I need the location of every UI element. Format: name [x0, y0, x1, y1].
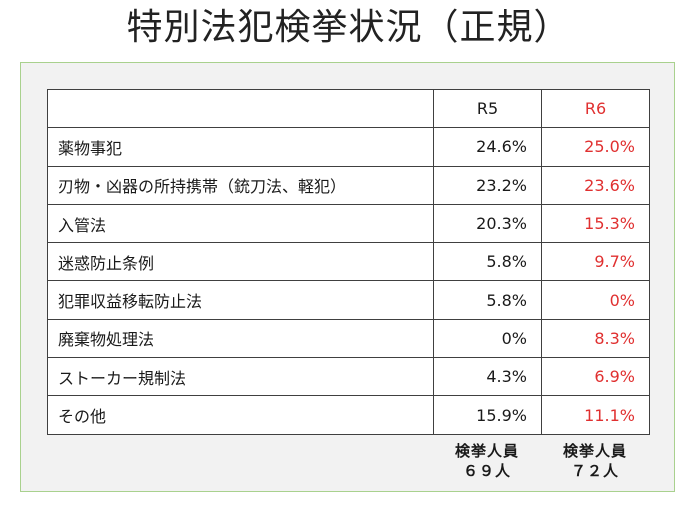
footer-r5-count: ６９人 — [462, 462, 511, 480]
row-category: その他 — [47, 395, 434, 435]
row-r5-value: 23.2% — [433, 165, 542, 205]
table-row: ストーカー規制法 4.3% 6.9% — [47, 357, 650, 397]
row-r6-value: 6.9% — [541, 357, 650, 397]
table-row: 迷惑防止条例 5.8% 9.7% — [47, 242, 650, 282]
table-row: 廃棄物処理法 0% 8.3% — [47, 318, 650, 359]
table-row: その他 15.9% 11.1% — [47, 395, 650, 435]
arrest-stats-table: R5 R6 薬物事犯 24.6% 25.0% 刃物・凶器の所持携帯（銃刀法、軽犯… — [47, 88, 650, 435]
row-r5-value: 20.3% — [433, 203, 542, 244]
row-category: 犯罪収益移転防止法 — [47, 280, 434, 320]
row-r6-value: 15.3% — [541, 203, 650, 244]
row-r5-value: 24.6% — [433, 127, 542, 167]
row-category: 廃棄物処理法 — [47, 318, 434, 359]
footer-r5-total: 検挙人員 ６９人 — [433, 441, 541, 481]
row-category: ストーカー規制法 — [47, 357, 434, 397]
row-category: 迷惑防止条例 — [47, 242, 434, 282]
row-r6-value: 8.3% — [541, 318, 650, 359]
content-panel: R5 R6 薬物事犯 24.6% 25.0% 刃物・凶器の所持携帯（銃刀法、軽犯… — [20, 62, 675, 492]
row-category: 薬物事犯 — [47, 127, 434, 167]
page-title: 特別法犯検挙状況（正規） — [126, 7, 571, 48]
table-row: 薬物事犯 24.6% 25.0% — [47, 127, 650, 167]
row-r5-value: 5.8% — [433, 280, 542, 320]
table-header-row: R5 R6 — [47, 88, 650, 129]
header-r6: R6 — [541, 88, 650, 129]
footer-r5-label: 検挙人員 — [454, 442, 519, 460]
footer-r6-count: ７２人 — [570, 462, 619, 480]
footer-r6-total: 検挙人員 ７２人 — [541, 441, 649, 481]
row-category: 刃物・凶器の所持携帯（銃刀法、軽犯） — [47, 165, 434, 205]
header-category — [47, 88, 434, 129]
row-r5-value: 15.9% — [433, 395, 542, 435]
row-r5-value: 0% — [433, 318, 542, 359]
row-r6-value: 25.0% — [541, 127, 650, 167]
header-r5: R5 — [433, 88, 542, 129]
row-category: 入管法 — [47, 203, 434, 244]
table-row: 刃物・凶器の所持携帯（銃刀法、軽犯） 23.2% 23.6% — [47, 165, 650, 205]
table-row: 入管法 20.3% 15.3% — [47, 203, 650, 244]
table-row: 犯罪収益移転防止法 5.8% 0% — [47, 280, 650, 320]
row-r5-value: 5.8% — [433, 242, 542, 282]
row-r5-value: 4.3% — [433, 357, 542, 397]
row-r6-value: 23.6% — [541, 165, 650, 205]
row-r6-value: 0% — [541, 280, 650, 320]
footer-r6-label: 検挙人員 — [562, 442, 627, 460]
row-r6-value: 9.7% — [541, 242, 650, 282]
row-r6-value: 11.1% — [541, 395, 650, 435]
